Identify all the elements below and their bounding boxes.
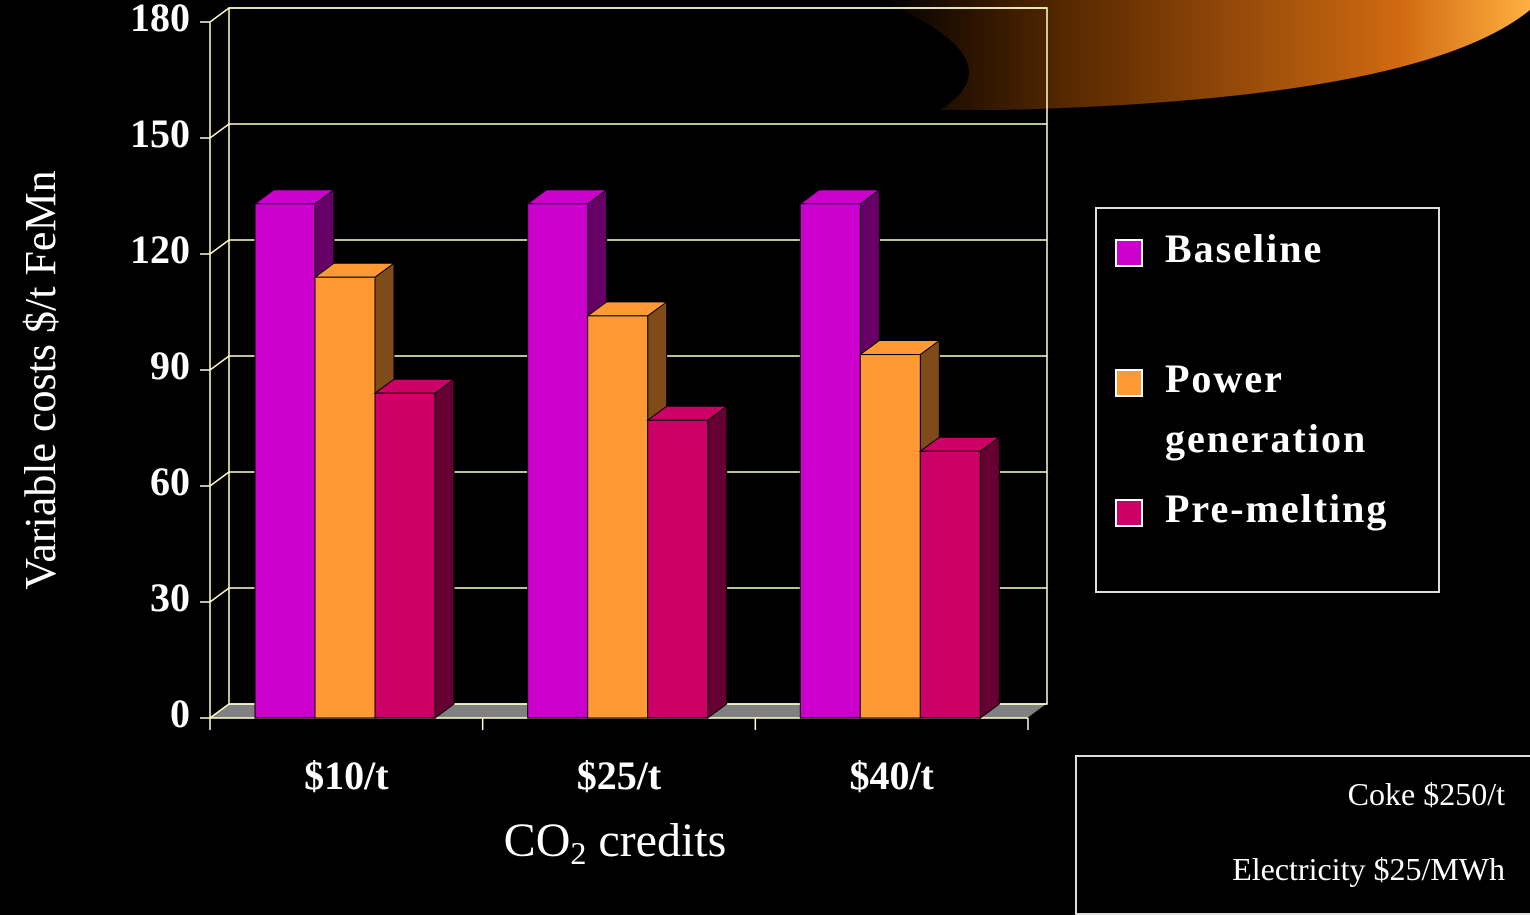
notes-box: Coke $250/t Electricity $25/MWh bbox=[1075, 755, 1530, 915]
legend-swatch bbox=[1115, 499, 1143, 527]
grid-line bbox=[209, 123, 1047, 139]
bar-side bbox=[707, 405, 728, 719]
x-axis-label: CO2 credits bbox=[504, 814, 727, 871]
note: Electricity $25/MWh bbox=[1232, 851, 1505, 887]
y-tick-label: 0 bbox=[170, 691, 190, 736]
bar bbox=[527, 203, 589, 719]
bar bbox=[587, 315, 649, 719]
grid-line bbox=[209, 7, 1047, 23]
legend-item: Baseline bbox=[1115, 219, 1415, 279]
grid-line bbox=[209, 239, 1047, 255]
y-tick-label: 180 bbox=[130, 0, 190, 40]
grid-line bbox=[209, 703, 1047, 719]
y-tick-label: 60 bbox=[150, 459, 190, 504]
legend-label: Power generation bbox=[1165, 356, 1368, 461]
bar bbox=[314, 276, 376, 719]
note: Coke $250/t bbox=[1347, 776, 1505, 812]
y-tick-label: 120 bbox=[130, 227, 190, 272]
legend-label: Baseline bbox=[1165, 226, 1324, 271]
x-tick-label: $40/t bbox=[849, 753, 934, 798]
x-tick-label: $25/t bbox=[577, 753, 662, 798]
legend: Baseline Power generation Pre-melting bbox=[1095, 207, 1440, 593]
legend-item: Power generation bbox=[1115, 349, 1415, 469]
grid-line bbox=[209, 355, 1047, 371]
legend-swatch bbox=[1115, 369, 1143, 397]
legend-label: Pre-melting bbox=[1165, 486, 1389, 531]
legend-swatch bbox=[1115, 239, 1143, 267]
x-tick-label: $10/t bbox=[304, 753, 389, 798]
swoosh bbox=[880, 0, 1530, 110]
bar bbox=[254, 203, 316, 719]
bar-side bbox=[979, 436, 1000, 719]
bar-side bbox=[434, 378, 455, 719]
grid-line bbox=[209, 471, 1047, 487]
grid-line bbox=[209, 587, 1047, 603]
bar bbox=[374, 392, 436, 719]
y-tick-label: 150 bbox=[130, 111, 190, 156]
bar bbox=[799, 203, 861, 719]
y-tick-label: 90 bbox=[150, 343, 190, 388]
bar bbox=[919, 450, 981, 719]
bar bbox=[647, 419, 709, 719]
bar bbox=[859, 354, 921, 719]
y-tick-label: 30 bbox=[150, 575, 190, 620]
y-axis-label: Variable costs $/t FeMn bbox=[16, 170, 65, 589]
legend-item: Pre-melting bbox=[1115, 479, 1415, 539]
